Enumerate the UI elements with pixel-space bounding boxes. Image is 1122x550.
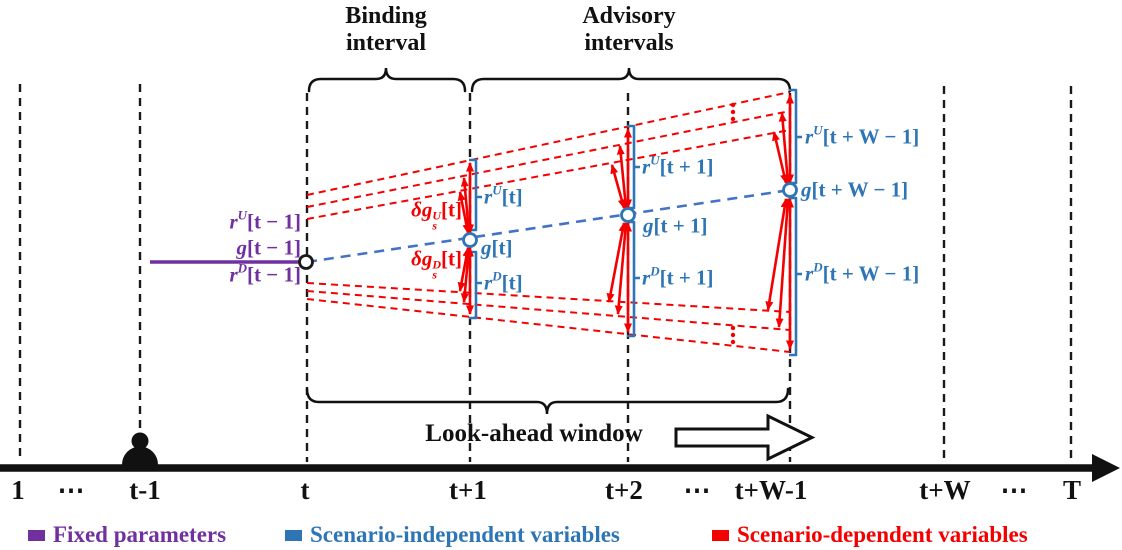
decision-point-markers (298, 182, 798, 270)
label-ru-t-plus-1: rU[t + 1] (642, 152, 714, 179)
timeline-tick-ellipsis-3: ⋯ (1000, 475, 1028, 505)
lookahead-window-brace (305, 387, 790, 415)
binding-interval-brace (307, 67, 467, 93)
timeline-tick-ellipsis-2: ⋯ (683, 475, 711, 505)
label-ru-t: rU[t] (484, 182, 523, 209)
legend-swatch-blue-icon (285, 529, 302, 541)
label-rd-t-minus-1: rD[t − 1] (229, 260, 301, 287)
legend-label: Fixed parameters (53, 522, 227, 547)
timeline-tick-ellipsis-1: ⋯ (57, 475, 85, 505)
timeline-tick-t: t (300, 475, 310, 505)
g-t-marker (462, 232, 478, 248)
scenario-deviation-arrows (457, 94, 794, 350)
current-point-marker (298, 254, 314, 270)
legend-swatch-red-icon (712, 529, 729, 541)
observer-person-icon (122, 432, 158, 465)
reserve-range-brackets (469, 88, 802, 357)
g-tw-marker (782, 182, 798, 198)
generation-trajectory-line (306, 188, 791, 264)
label-g-t-plus-1: g[t + 1] (643, 213, 708, 238)
label-g-t-plus-w-minus-1: g[t + W − 1] (801, 177, 909, 202)
timeline-tick-t-minus-1: t-1 (129, 475, 161, 505)
binding-interval-label: Binding interval (345, 3, 427, 56)
window-shift-arrow (674, 413, 816, 462)
scenario-ellipsis-dots (730, 102, 736, 345)
legend-fixed-parameters: Fixed parameters (28, 522, 226, 548)
timeline-tick-T: T (1062, 475, 1082, 505)
label-g-t-minus-1: g[t − 1] (236, 235, 301, 260)
label-rd-t-plus-w-minus-1: rD[t + W − 1] (805, 259, 920, 286)
timeline-tick-t-plus-w-minus-1: t+W-1 (734, 475, 808, 505)
legend-label: Scenario-independent variables (310, 522, 620, 547)
legend-scenario-dependent: Scenario-dependent variables (712, 522, 1028, 548)
scenario-fan-lines (306, 91, 791, 353)
g-t1-marker (620, 207, 636, 223)
advisory-intervals-brace (470, 67, 792, 93)
time-axis (0, 454, 1120, 482)
label-g-t: g[t] (481, 235, 513, 260)
legend-label: Scenario-dependent variables (737, 522, 1028, 547)
label-rd-t: rD[t] (484, 268, 523, 295)
label-ru-t-minus-1: rU[t − 1] (229, 207, 301, 234)
legend-swatch-purple-icon (28, 529, 45, 541)
timeline-tick-t-plus-2: t+2 (605, 475, 643, 505)
label-ru-t-plus-w-minus-1: rU[t + W − 1] (805, 122, 920, 149)
timeline-tick-1: 1 (11, 475, 25, 505)
advisory-intervals-label: Advisory intervals (582, 3, 676, 56)
label-rd-t-plus-1: rD[t + 1] (642, 263, 714, 290)
timeline-tick-t-plus-w: t+W (919, 475, 971, 505)
timeline-tick-t-plus-1: t+1 (449, 475, 487, 505)
lookahead-window-label: Look-ahead window (425, 420, 643, 447)
interval-braces (307, 67, 792, 93)
time-axis-arrowhead (1092, 454, 1120, 482)
legend-scenario-independent: Scenario-independent variables (285, 522, 620, 548)
